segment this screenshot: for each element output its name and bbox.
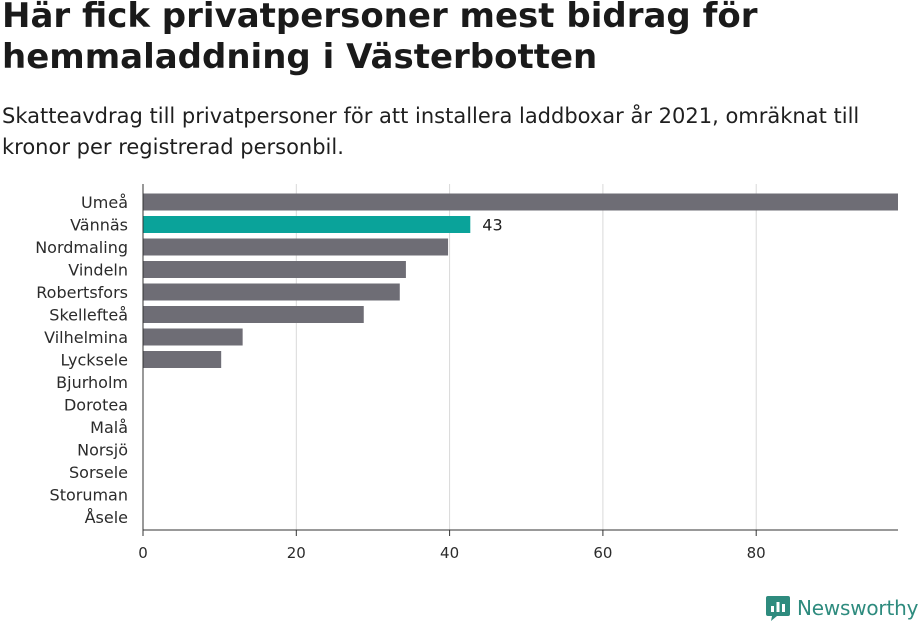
newsworthy-logo-icon <box>766 596 790 621</box>
bar <box>143 283 400 301</box>
bar <box>143 261 406 278</box>
category-label: Skellefteå <box>49 306 128 325</box>
category-label: Norsjö <box>77 441 128 460</box>
category-label: Lycksele <box>61 351 128 370</box>
bar <box>143 328 243 346</box>
category-label: Vindeln <box>68 261 128 280</box>
x-tick-label: 0 <box>138 544 148 562</box>
category-label: Malå <box>90 418 128 437</box>
category-label: Storuman <box>50 486 128 505</box>
x-tick-label: 60 <box>593 544 612 562</box>
category-label: Sorsele <box>69 463 128 482</box>
category-label: Åsele <box>85 508 128 527</box>
category-label: Vännäs <box>70 216 128 235</box>
category-label: Umeå <box>81 193 128 212</box>
data-label: 43 <box>482 216 502 235</box>
x-tick-label: 80 <box>747 544 766 562</box>
x-tick-label: 40 <box>440 544 459 562</box>
bar <box>143 193 898 211</box>
category-label: Bjurholm <box>56 373 128 392</box>
x-tick-label: 20 <box>287 544 306 562</box>
chart-title: Här fick privatpersoner mest bidrag för … <box>2 0 758 77</box>
bar <box>143 238 449 256</box>
category-label: Nordmaling <box>35 238 128 257</box>
brand-name: Newsworthy <box>797 596 919 620</box>
bar <box>143 216 471 233</box>
category-label: Dorotea <box>64 396 128 415</box>
category-label: Robertsfors <box>36 283 128 302</box>
newsworthy-logo: Newsworthy <box>765 593 918 623</box>
category-label: Vilhelmina <box>44 328 128 347</box>
bar <box>143 306 364 323</box>
bar <box>143 351 222 368</box>
chart-subtitle: Skatteavdrag till privatpersoner för att… <box>2 104 860 159</box>
